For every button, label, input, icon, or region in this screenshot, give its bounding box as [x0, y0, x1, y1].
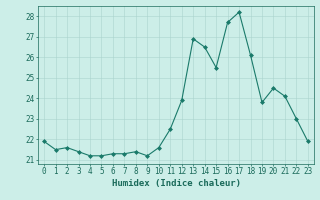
X-axis label: Humidex (Indice chaleur): Humidex (Indice chaleur) [111, 179, 241, 188]
